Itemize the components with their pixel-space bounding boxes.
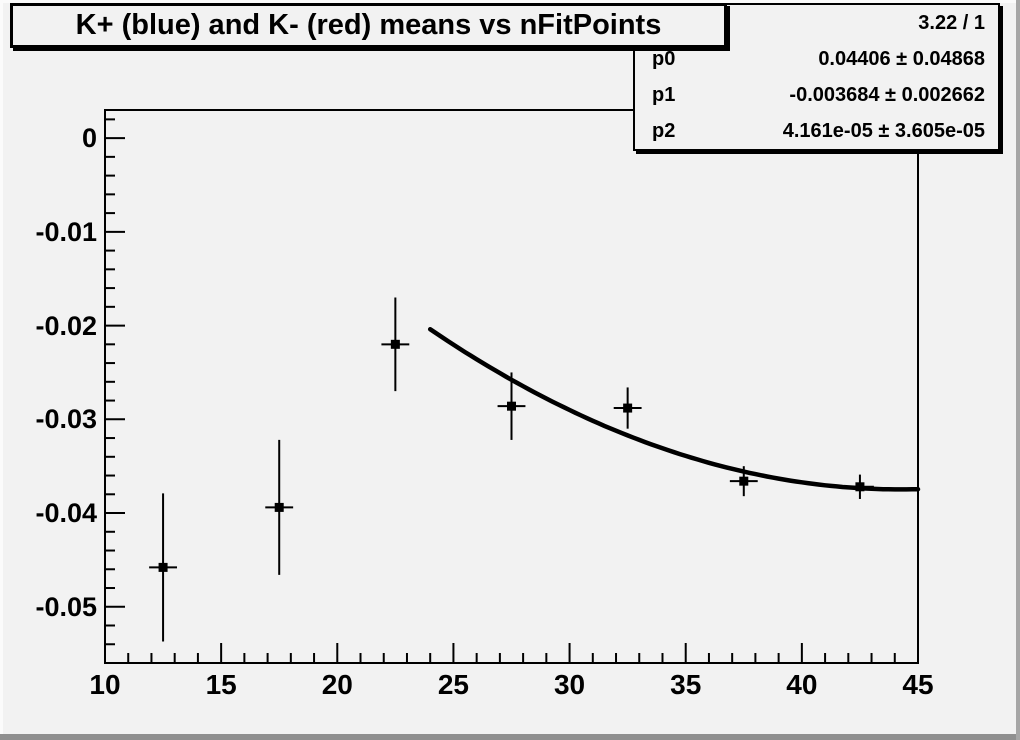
x-tick-label: 45	[902, 669, 934, 700]
data-point-marker[interactable]	[507, 401, 516, 411]
x-tick-label: 20	[321, 669, 353, 700]
stats-row-p0: p0 0.04406 ± 0.04868	[635, 41, 998, 77]
fit-curve[interactable]	[427, 326, 921, 492]
stats-p0-label: p0	[652, 47, 676, 70]
stats-row-p2: p2 4.161e-05 ± 3.605e-05	[635, 113, 998, 149]
x-tick-label: 10	[89, 669, 121, 700]
x-tick-label: 25	[437, 669, 469, 700]
y-tick-label: -0.05	[35, 591, 97, 622]
y-tick-label: 0	[81, 123, 97, 154]
y-tick-label: -0.01	[35, 216, 97, 247]
data-point-marker[interactable]	[739, 476, 749, 486]
stats-p2-value: 4.161e-05 ± 3.605e-05	[782, 119, 985, 142]
plot-frame	[104, 109, 919, 664]
stats-chi2-value: 3.22 / 1	[918, 11, 985, 34]
x-tick-label: 30	[553, 669, 586, 700]
x-tick-label: 15	[205, 669, 237, 700]
y-tick-label: -0.03	[35, 404, 97, 435]
y-tick-label: -0.04	[35, 498, 97, 529]
stats-p1-value: -0.003684 ± 0.002662	[789, 83, 985, 106]
x-tick-label: 35	[670, 669, 702, 700]
data-point-marker[interactable]	[274, 502, 284, 512]
chart-title: K+ (blue) and K- (red) means vs nFitPoin…	[75, 9, 662, 41]
data-point-marker[interactable]	[390, 339, 400, 349]
stats-p0-value: 0.04406 ± 0.04868	[818, 47, 985, 70]
title-box[interactable]: K+ (blue) and K- (red) means vs nFitPoin…	[10, 3, 727, 48]
data-point-marker[interactable]	[158, 562, 168, 572]
stats-row-chi2: 3.22 / 1	[635, 5, 998, 41]
y-tick-label: -0.02	[35, 310, 97, 341]
data-point-marker[interactable]	[623, 403, 633, 413]
stats-p1-label: p1	[652, 83, 676, 106]
x-tick-label: 40	[786, 669, 818, 700]
stats-row-p1: p1 -0.003684 ± 0.002662	[635, 77, 998, 113]
stats-p2-label: p2	[652, 119, 676, 142]
